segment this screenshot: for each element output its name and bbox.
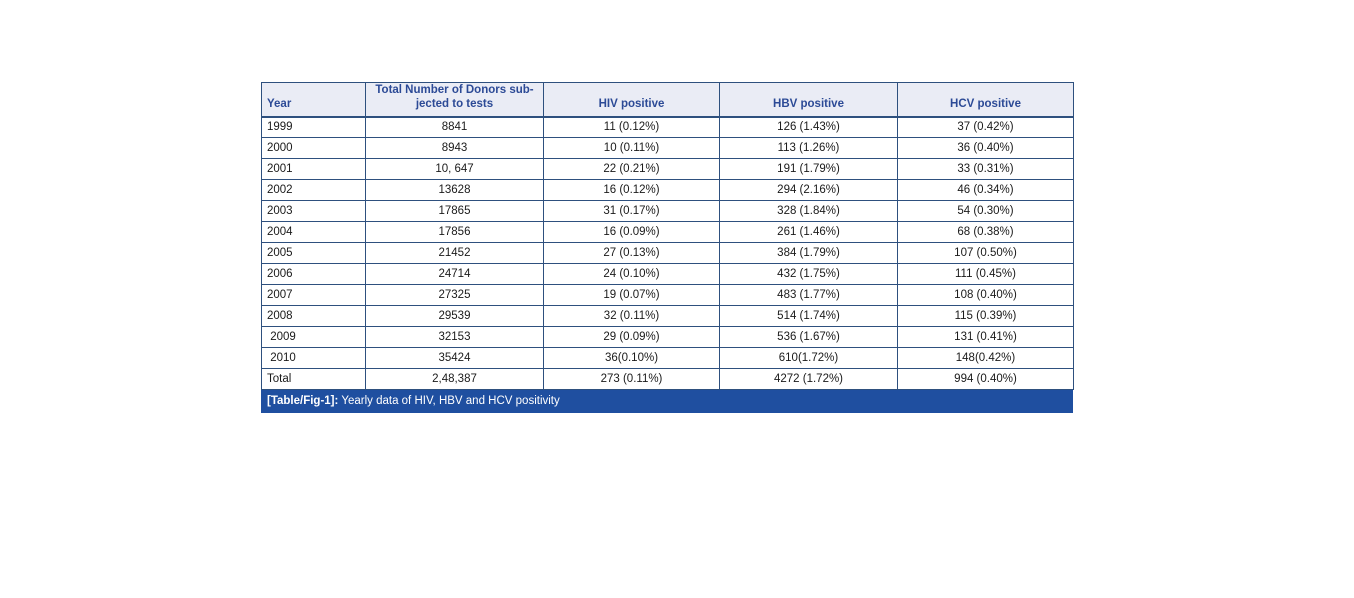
table-cell: 536 (1.67%) — [719, 326, 898, 349]
table-cell: 31 (0.17%) — [543, 200, 720, 223]
table-cell: 108 (0.40%) — [897, 284, 1074, 307]
table-cell: 2005 — [261, 242, 366, 265]
table-cell: 610(1.72%) — [719, 347, 898, 370]
table-cell: 68 (0.38%) — [897, 221, 1074, 244]
table-cell: 2001 — [261, 158, 366, 181]
table-row: 2005 21452 27 (0.13%) 384 (1.79%) 107 (0.50%… — [261, 242, 1074, 265]
table-cell: 10, 647 — [365, 158, 544, 181]
table-cell: 2,48,387 — [365, 368, 544, 391]
table-cell: 24 (0.10%) — [543, 263, 720, 286]
table-cell: 1999 — [261, 116, 366, 139]
table-cell: 16 (0.09%) — [543, 221, 720, 244]
table-cell: 2008 — [261, 305, 366, 328]
table-cell: 11 (0.12%) — [543, 116, 720, 139]
table-cell: 273 (0.11%) — [543, 368, 720, 391]
column-header-hcv-positive: HCV positive — [897, 81, 1074, 118]
table-cell: 294 (2.16%) — [719, 179, 898, 202]
table-cell: 2010 — [261, 347, 366, 370]
table-row: Total 2,48,387 273 (0.11%) 4272 (1.72%) 994 … — [261, 368, 1074, 391]
table-cell: 2002 — [261, 179, 366, 202]
table-body: 1999 8841 11 (0.12%) 126 (1.43%) 37 (0.42%) 2… — [261, 116, 1074, 391]
column-header-year: Year — [261, 81, 366, 118]
table-cell: 27 (0.13%) — [543, 242, 720, 265]
table-caption-text: Yearly data of HIV, HBV and HCV positivi… — [341, 395, 560, 408]
table-cell: 46 (0.34%) — [897, 179, 1074, 202]
column-header-hiv-positive: HIV positive — [543, 81, 720, 118]
table-cell: 4272 (1.72%) — [719, 368, 898, 391]
table-cell: 2003 — [261, 200, 366, 223]
table-row: 2004 17856 16 (0.09%) 261 (1.46%) 68 (0.38%) — [261, 221, 1074, 244]
table-cell: 148(0.42%) — [897, 347, 1074, 370]
column-header-hbv-positive: HBV positive — [719, 81, 898, 118]
table-cell: Total — [261, 368, 366, 391]
table-cell: 17856 — [365, 221, 544, 244]
table-row: 2010 35424 36(0.10%) 610(1.72%) 148(0.42%) — [261, 347, 1074, 370]
table-cell: 432 (1.75%) — [719, 263, 898, 286]
table-cell: 54 (0.30%) — [897, 200, 1074, 223]
table-cell: 35424 — [365, 347, 544, 370]
table-figure: Year Total Number of Donors sub- jected … — [261, 81, 1074, 414]
table-cell: 29 (0.09%) — [543, 326, 720, 349]
table-cell: 21452 — [365, 242, 544, 265]
table-cell: 2006 — [261, 263, 366, 286]
table-cell: 22 (0.21%) — [543, 158, 720, 181]
table-row: 1999 8841 11 (0.12%) 126 (1.43%) 37 (0.42%) — [261, 116, 1074, 139]
table-cell: 2009 — [261, 326, 366, 349]
table-cell: 19 (0.07%) — [543, 284, 720, 307]
table-cell: 2007 — [261, 284, 366, 307]
table-cell: 191 (1.79%) — [719, 158, 898, 181]
table-cell: 13628 — [365, 179, 544, 202]
table-cell: 113 (1.26%) — [719, 137, 898, 160]
table-caption: [Table/Fig-1]: Yearly data of HIV, HBV a… — [261, 390, 1073, 414]
table-row: 2009 32153 29 (0.09%) 536 (1.67%) 131 (0.41%… — [261, 326, 1074, 349]
table-cell: 514 (1.74%) — [719, 305, 898, 328]
table-row: 2000 8943 10 (0.11%) 113 (1.26%) 36 (0.40%) — [261, 137, 1074, 160]
table-cell: 261 (1.46%) — [719, 221, 898, 244]
table-cell: 994 (0.40%) — [897, 368, 1074, 391]
table-cell: 111 (0.45%) — [897, 263, 1074, 286]
table-row: 2001 10, 647 22 (0.21%) 191 (1.79%) 33 (0.31… — [261, 158, 1074, 181]
table-row: 2008 29539 32 (0.11%) 514 (1.74%) 115 (0.39%… — [261, 305, 1074, 328]
table-cell: 384 (1.79%) — [719, 242, 898, 265]
table-cell: 115 (0.39%) — [897, 305, 1074, 328]
column-header-total-donors: Total Number of Donors sub- jected to te… — [365, 81, 544, 118]
table-row: 2003 17865 31 (0.17%) 328 (1.84%) 54 (0.30%) — [261, 200, 1074, 223]
table-cell: 328 (1.84%) — [719, 200, 898, 223]
table-row: 2006 24714 24 (0.10%) 432 (1.75%) 111 (0.45%… — [261, 263, 1074, 286]
table-cell: 131 (0.41%) — [897, 326, 1074, 349]
table-cell: 2000 — [261, 137, 366, 160]
table-cell: 32153 — [365, 326, 544, 349]
table-cell: 32 (0.11%) — [543, 305, 720, 328]
table-cell: 36(0.10%) — [543, 347, 720, 370]
table-row: 2007 27325 19 (0.07%) 483 (1.77%) 108 (0.40%… — [261, 284, 1074, 307]
table-cell: 2004 — [261, 221, 366, 244]
table-cell: 107 (0.50%) — [897, 242, 1074, 265]
table-cell: 17865 — [365, 200, 544, 223]
table-header: Year Total Number of Donors sub- jected … — [261, 81, 1074, 118]
table-cell: 33 (0.31%) — [897, 158, 1074, 181]
donors-positivity-table: Year Total Number of Donors sub- jected … — [261, 81, 1074, 391]
table-cell: 29539 — [365, 305, 544, 328]
table-cell: 126 (1.43%) — [719, 116, 898, 139]
table-row: 2002 13628 16 (0.12%) 294 (2.16%) 46 (0.34%) — [261, 179, 1074, 202]
table-cell: 27325 — [365, 284, 544, 307]
table-cell: 36 (0.40%) — [897, 137, 1074, 160]
table-cell: 16 (0.12%) — [543, 179, 720, 202]
table-cell: 8841 — [365, 116, 544, 139]
header-row: Year Total Number of Donors sub- jected … — [261, 81, 1074, 118]
table-cell: 24714 — [365, 263, 544, 286]
table-cell: 37 (0.42%) — [897, 116, 1074, 139]
table-cell: 8943 — [365, 137, 544, 160]
table-caption-label: [Table/Fig-1]: — [267, 395, 339, 408]
table-cell: 10 (0.11%) — [543, 137, 720, 160]
table-cell: 483 (1.77%) — [719, 284, 898, 307]
